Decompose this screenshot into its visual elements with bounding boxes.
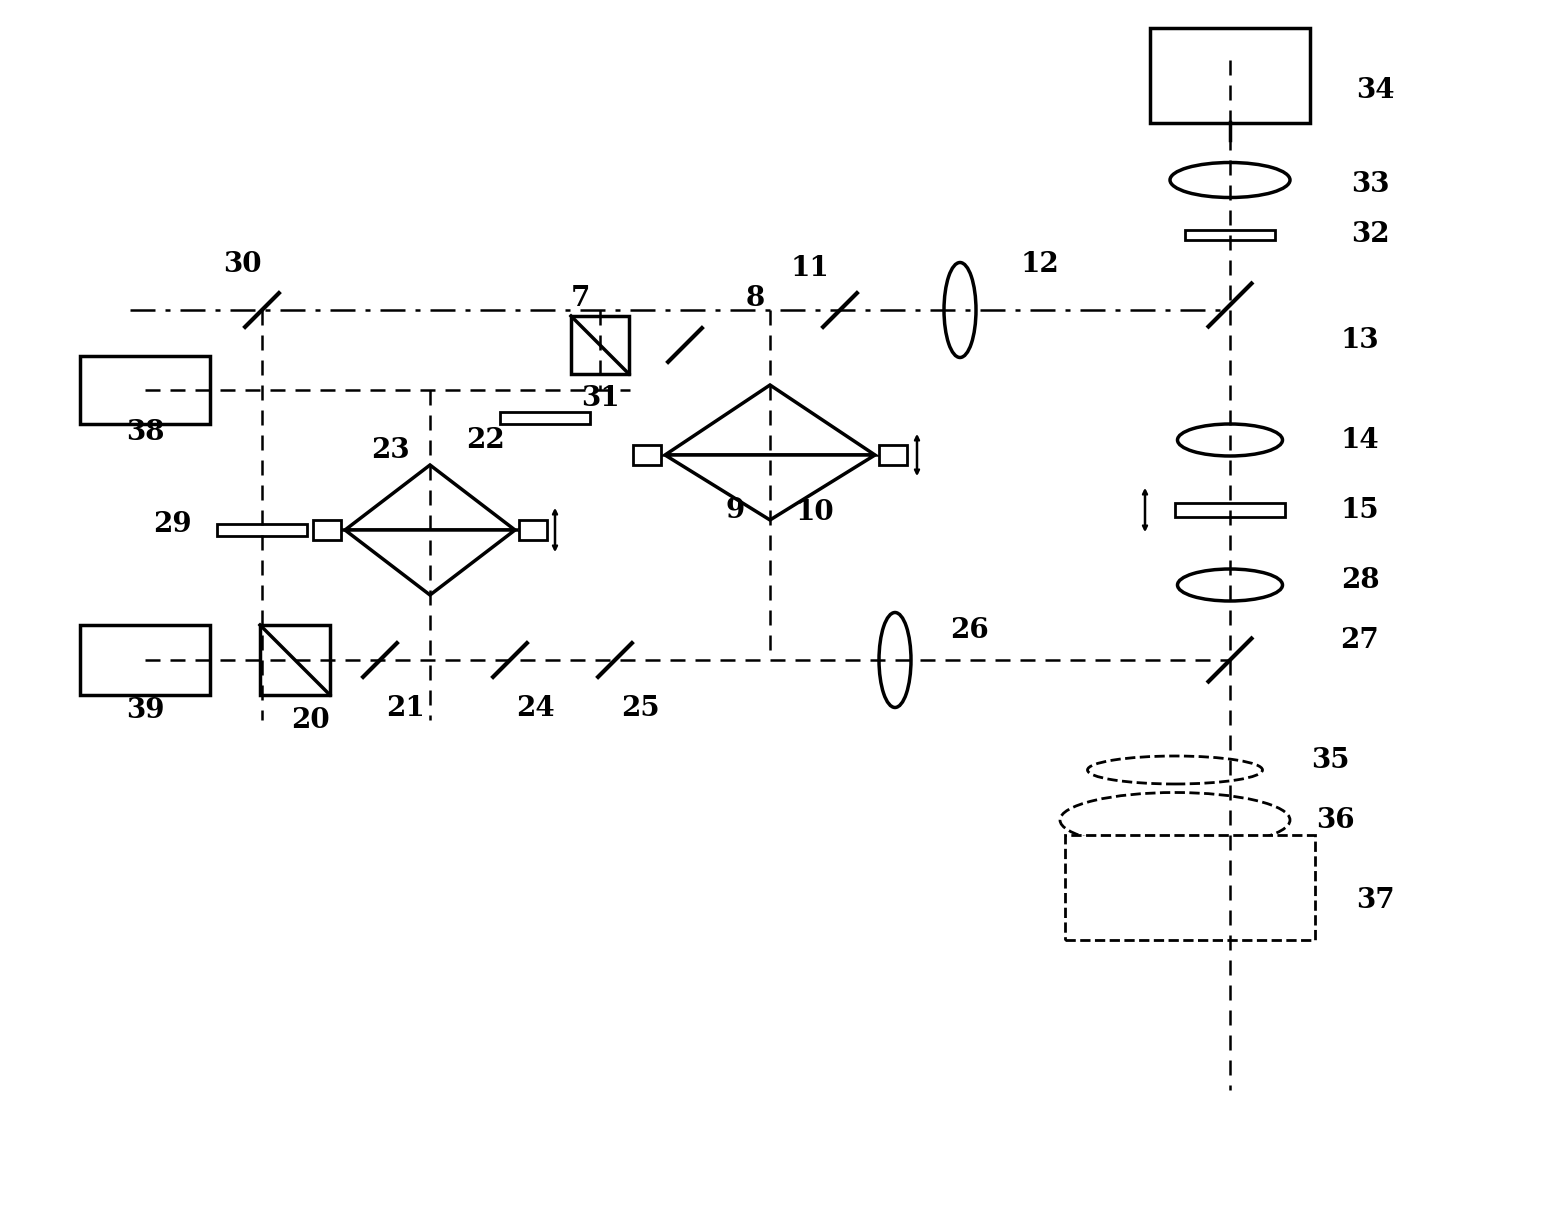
Text: 11: 11	[791, 255, 830, 281]
Text: 20: 20	[290, 706, 329, 733]
Text: 9: 9	[725, 497, 745, 524]
Text: 25: 25	[621, 694, 660, 721]
Text: 12: 12	[1021, 251, 1060, 279]
Bar	[80, 625, 210, 695]
Text: 36: 36	[1316, 806, 1355, 833]
Text: 10: 10	[796, 499, 834, 526]
Text: 21: 21	[386, 694, 425, 721]
Bar	[879, 445, 907, 465]
Text: 30: 30	[222, 251, 261, 279]
Text: 15: 15	[1341, 497, 1380, 524]
Bar	[1065, 836, 1315, 940]
Text: 38: 38	[125, 419, 164, 446]
Polygon shape	[345, 465, 514, 530]
Polygon shape	[345, 530, 514, 596]
Polygon shape	[1176, 503, 1285, 516]
Text: 28: 28	[1341, 566, 1380, 593]
Text: 37: 37	[1355, 887, 1394, 914]
Text: 26: 26	[950, 616, 989, 643]
Text: 7: 7	[570, 285, 590, 312]
Text: 32: 32	[1350, 222, 1389, 248]
Bar	[260, 625, 331, 695]
Text: 29: 29	[153, 512, 192, 538]
Bar	[633, 445, 661, 465]
Bar	[572, 315, 629, 374]
Polygon shape	[216, 524, 307, 536]
Bar	[80, 356, 210, 424]
Text: 34: 34	[1357, 77, 1394, 104]
Text: 23: 23	[371, 436, 409, 464]
Polygon shape	[664, 385, 874, 456]
Bar	[519, 520, 547, 540]
Bar	[314, 520, 341, 540]
Text: 35: 35	[1310, 747, 1349, 773]
Text: 24: 24	[516, 694, 555, 721]
Text: 27: 27	[1341, 626, 1380, 654]
Text: 14: 14	[1341, 426, 1380, 453]
Text: 31: 31	[581, 385, 620, 412]
Bar	[1149, 28, 1310, 123]
Text: 39: 39	[125, 697, 164, 723]
Polygon shape	[664, 456, 874, 520]
Text: 33: 33	[1350, 172, 1389, 199]
Polygon shape	[501, 412, 590, 424]
Text: 13: 13	[1341, 326, 1380, 353]
Text: 22: 22	[465, 426, 504, 453]
Text: 8: 8	[745, 285, 765, 312]
Polygon shape	[1185, 230, 1275, 240]
